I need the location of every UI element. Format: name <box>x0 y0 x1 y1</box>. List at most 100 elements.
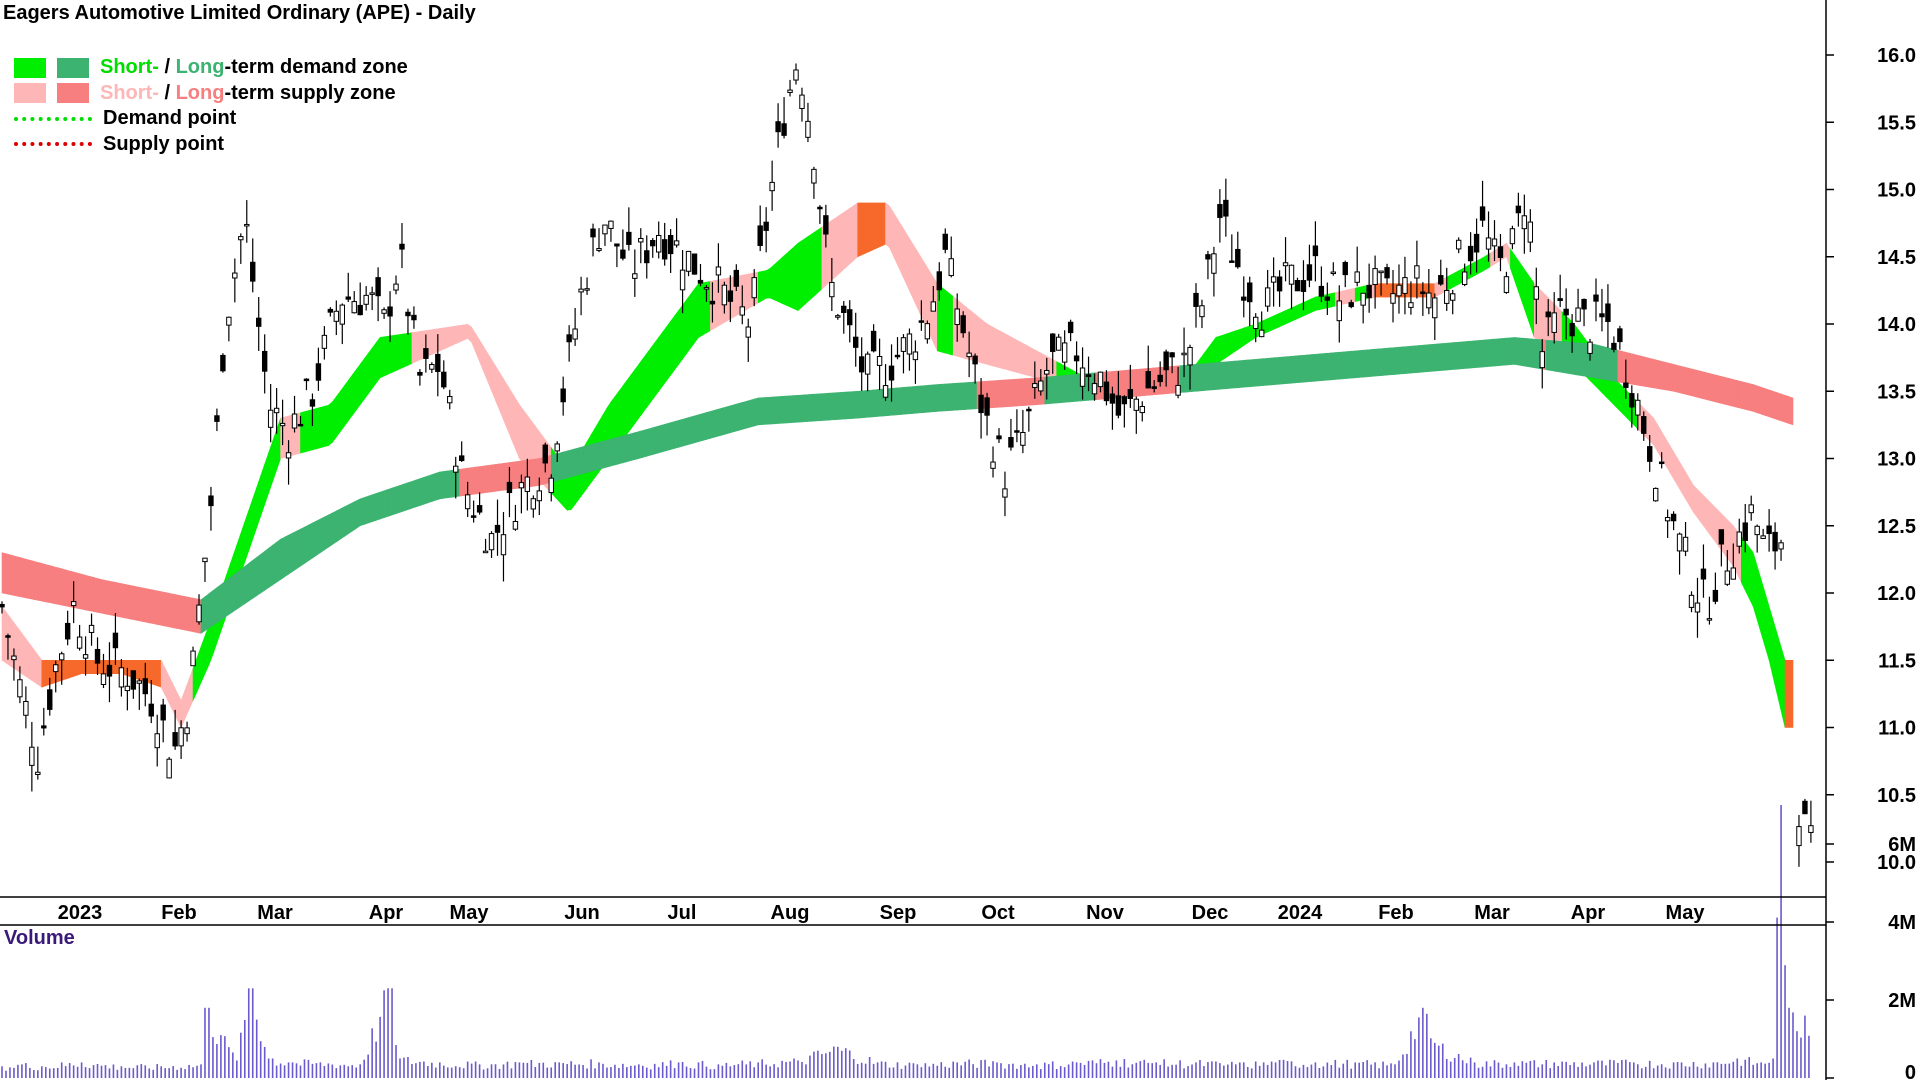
zone-band-segment <box>837 392 843 420</box>
volume-bar <box>1000 1063 1002 1078</box>
candle-body <box>1085 374 1092 378</box>
volume-bar <box>311 1063 314 1078</box>
candle-body <box>1181 352 1187 356</box>
zone-band-segment <box>857 390 862 419</box>
zone-band-segment <box>487 464 492 493</box>
volume-bar <box>912 1063 915 1078</box>
volume-bar <box>884 1061 887 1078</box>
zone-band-segment <box>1374 348 1380 377</box>
candle-body <box>805 120 811 138</box>
zone-band-segment <box>841 210 847 272</box>
volume-bar <box>1378 1068 1380 1078</box>
zone-band-segment <box>276 538 281 583</box>
volume-bar <box>1342 1063 1345 1078</box>
zone-band-segment <box>523 409 528 468</box>
volume-bar <box>255 1019 258 1078</box>
volume-bar <box>100 1065 103 1078</box>
candle-body <box>112 632 119 649</box>
volume-bar <box>331 1064 334 1078</box>
candle-body <box>1139 406 1145 414</box>
volume-bar <box>307 1059 310 1078</box>
volume-bar <box>363 1059 365 1078</box>
zone-band-segment <box>57 567 62 606</box>
volume-bar <box>705 1066 708 1078</box>
candle-body <box>656 234 662 253</box>
volume-bar <box>1760 1062 1762 1078</box>
x-tick-label: Oct <box>981 902 1015 924</box>
candle-body <box>918 320 925 323</box>
candle-body <box>357 304 363 316</box>
candle-body <box>315 363 322 381</box>
zone-band-segment <box>1247 359 1253 388</box>
volume-bar <box>984 1059 986 1078</box>
zone-band-segment <box>1418 344 1424 373</box>
candle-body <box>464 494 471 510</box>
legend-supply-zone: Short- / Long -term supply zone <box>14 81 408 107</box>
volume-bar <box>1740 1065 1743 1078</box>
candle-body <box>1503 276 1510 293</box>
candle-body <box>1802 800 1808 815</box>
candle-body <box>1264 287 1271 307</box>
zone-band-segment <box>1020 378 1026 407</box>
volume-bar <box>462 1068 465 1078</box>
volume-bar <box>940 1062 943 1078</box>
zone-band-segment <box>435 471 441 501</box>
candle-body <box>23 700 29 716</box>
volume-bar <box>431 1062 433 1078</box>
short-supply-swatch <box>14 83 46 104</box>
zone-band-segment <box>634 363 640 425</box>
zone-band-segment <box>948 383 954 411</box>
volume-bar <box>1569 1065 1571 1078</box>
zone-band-segment <box>1721 376 1726 405</box>
volume-bar <box>582 1065 584 1078</box>
candle-body <box>751 277 757 299</box>
zone-band-segment <box>861 390 866 419</box>
zone-band-segment <box>204 625 210 674</box>
zone-band-segment <box>1478 339 1483 368</box>
zone-band-segment <box>121 583 126 619</box>
legend-long-text: Long <box>175 56 225 79</box>
zone-band-segment <box>1474 340 1479 369</box>
zone-band-segment <box>769 396 775 425</box>
volume-bar <box>1672 1062 1675 1078</box>
zone-band-segment <box>1295 303 1300 320</box>
volume-bar <box>188 1064 190 1078</box>
zone-band-segment <box>1490 338 1495 367</box>
zone-band-segment <box>511 390 516 449</box>
volume-bar <box>602 1063 604 1078</box>
volume-bar <box>60 1062 63 1078</box>
zone-band-segment <box>1438 343 1444 372</box>
zone-band-segment <box>638 358 644 420</box>
zone-band-segment <box>379 490 385 520</box>
volume-bar <box>1187 1066 1189 1078</box>
volume-bar <box>144 1065 147 1078</box>
candle-body <box>190 650 196 667</box>
zone-band-segment <box>857 202 862 258</box>
candle-body <box>1008 437 1014 448</box>
volume-bar <box>1020 1065 1022 1078</box>
volume-bar <box>21 1064 23 1078</box>
zone-band-segment <box>475 332 480 362</box>
volume-bar <box>1270 1061 1273 1078</box>
volume-bar <box>1024 1063 1026 1078</box>
candle-body <box>351 301 357 314</box>
zone-band-segment <box>447 469 453 499</box>
candle-body <box>1014 430 1020 433</box>
volume-bar <box>1055 1068 1058 1078</box>
zone-band-segment <box>1311 296 1316 313</box>
y-tick-label: 16.0 <box>1877 45 1916 67</box>
zone-band-segment <box>797 240 803 312</box>
volume-bar <box>184 1069 186 1078</box>
y-tick-label: 10.0 <box>1877 852 1916 874</box>
zone-band-segment <box>1506 337 1511 366</box>
candle-body <box>387 306 393 317</box>
zone-band-segment <box>674 419 679 449</box>
zone-band-segment <box>272 429 277 482</box>
volume-bar <box>992 1061 994 1078</box>
volume-bar <box>1330 1065 1333 1078</box>
candle-body <box>924 323 931 340</box>
zone-band-segment <box>650 341 656 403</box>
zone-band-segment <box>1470 340 1475 369</box>
candle-body <box>441 371 447 388</box>
volume-bar <box>844 1048 847 1078</box>
